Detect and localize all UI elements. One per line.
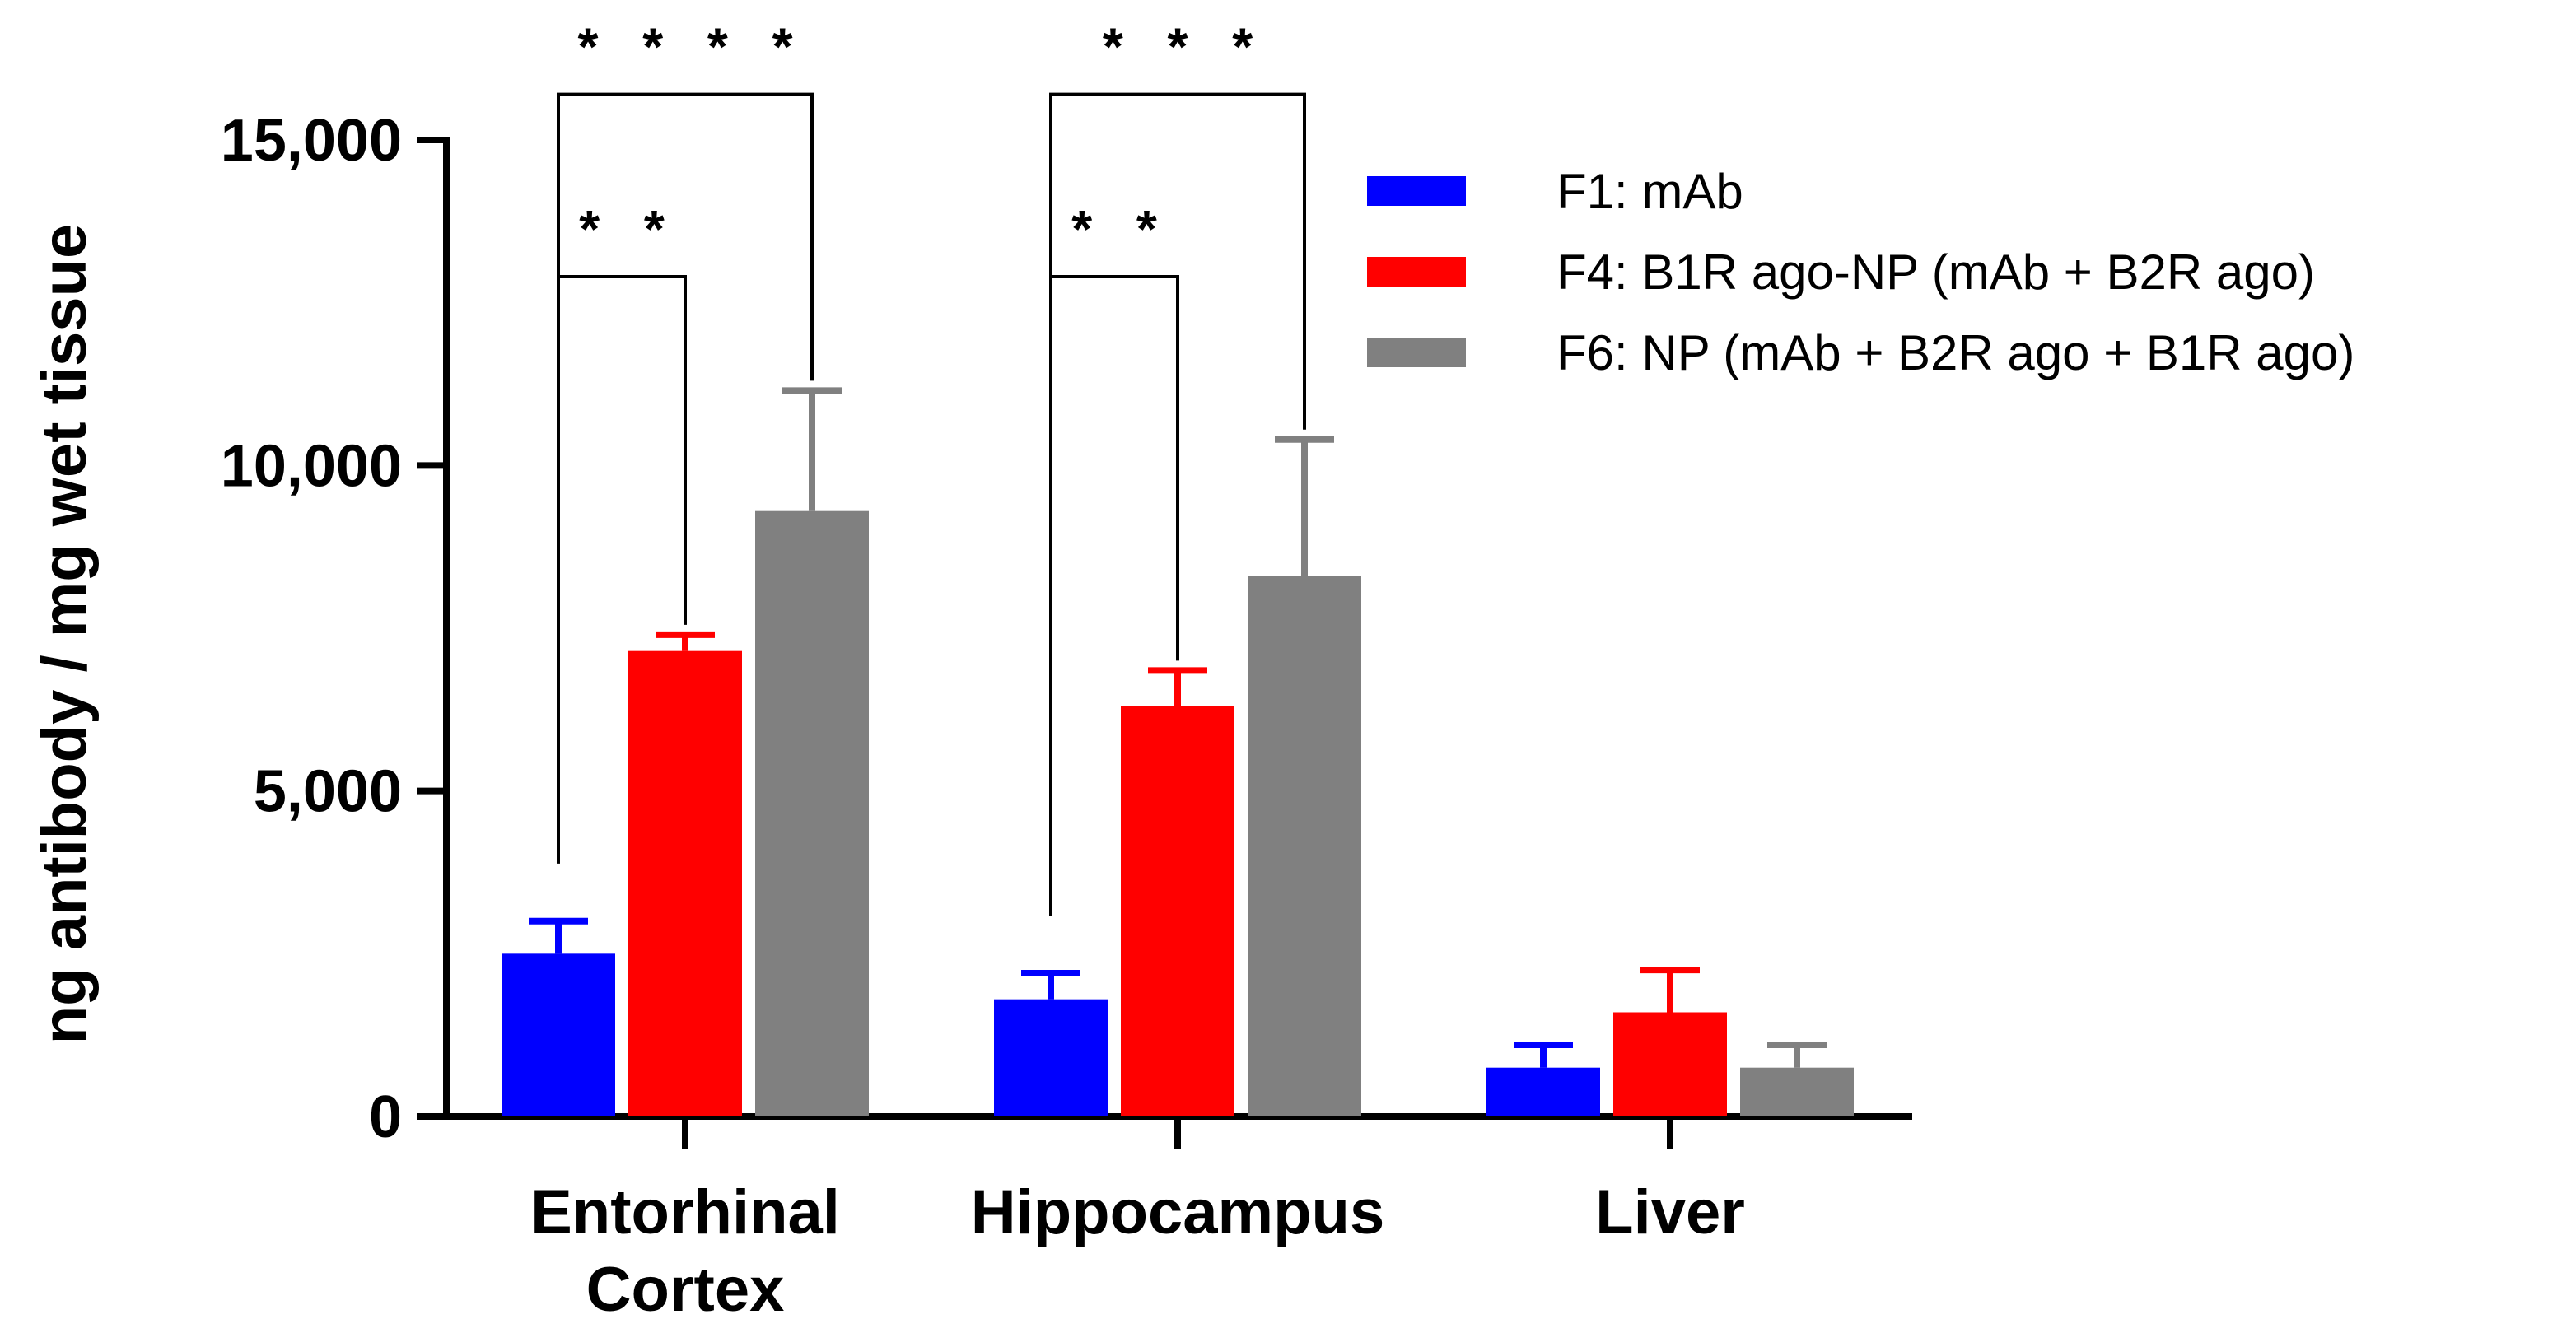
significance-stars: * * — [579, 199, 679, 259]
legend-label: F1: mAb — [1556, 164, 1743, 219]
x-tick-label: Liver — [1595, 1177, 1745, 1247]
bar — [1486, 1067, 1600, 1116]
legend-swatch — [1367, 338, 1466, 367]
significance-stars: * * * * — [578, 17, 808, 77]
bars — [502, 387, 1854, 1116]
bar — [502, 953, 615, 1116]
y-tick-label: 0 — [369, 1084, 402, 1150]
x-tick-label-line: Entorhinal — [530, 1177, 840, 1247]
y-axis-label: ng antibody / mg wet tissue — [30, 224, 100, 1045]
bar — [755, 510, 869, 1116]
bar — [628, 650, 742, 1116]
significance-brackets: * * * * * * * * * * * — [557, 17, 1306, 916]
y-tick-label: 5,000 — [254, 759, 402, 825]
bar — [1740, 1067, 1854, 1116]
significance-stars: * * — [1071, 199, 1172, 259]
bar — [1121, 706, 1234, 1116]
legend-label: F6: NP (mAb + B2R ago + B1R ago) — [1556, 325, 2354, 380]
bar — [994, 999, 1108, 1116]
legend-swatch — [1367, 176, 1466, 206]
legend-label: F4: B1R ago-NP (mAb + B2R ago) — [1556, 245, 2315, 300]
significance-stars: * * * — [1103, 17, 1267, 77]
x-tick-label-line: Liver — [1595, 1177, 1745, 1247]
axes: 0 5,000 10,000 15,000 Entorhinal Cortex Hippoc… — [221, 108, 1912, 1325]
legend: F1: mAb F4: B1R ago-NP (mAb + B2R ago) F6:… — [1367, 164, 2354, 380]
x-tick-label-line: Hippocampus — [971, 1177, 1385, 1247]
significance-bracket — [557, 92, 814, 864]
y-tick-label: 15,000 — [221, 108, 402, 174]
bar — [1613, 1012, 1727, 1116]
x-tick-label: Entorhinal Cortex — [530, 1177, 840, 1325]
legend-swatch — [1367, 257, 1466, 287]
y-tick-label: 10,000 — [221, 433, 402, 499]
x-tick-label-line: Cortex — [586, 1255, 785, 1325]
significance-bracket — [1049, 92, 1306, 916]
x-tick-label: Hippocampus — [971, 1177, 1385, 1247]
bar — [1248, 576, 1361, 1116]
